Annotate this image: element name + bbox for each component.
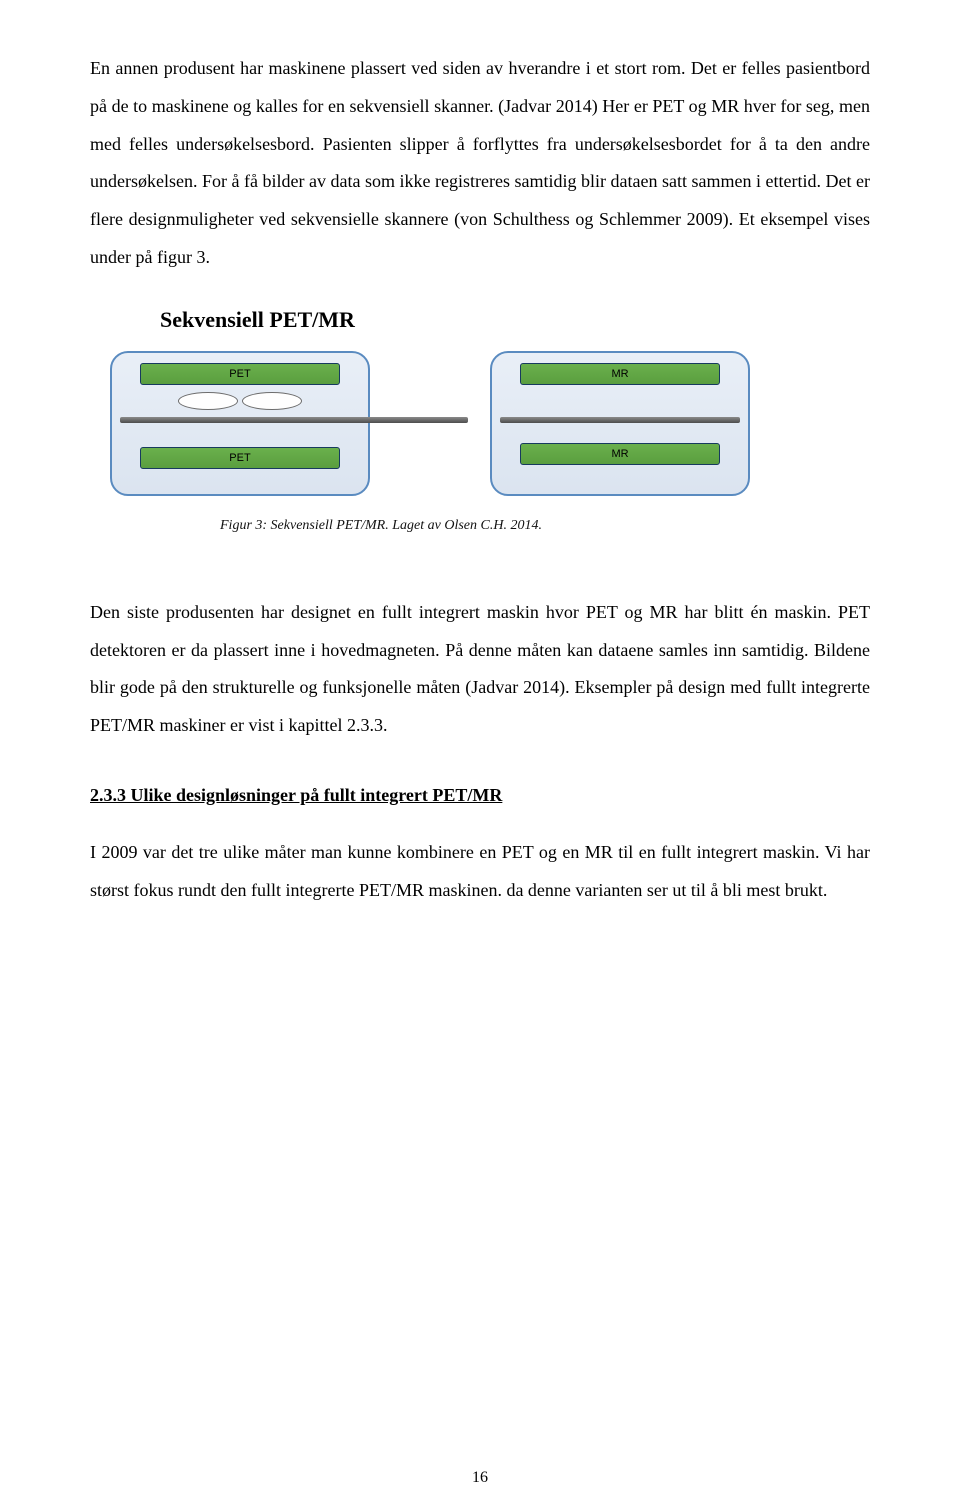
patient-table-icon [500, 417, 740, 423]
figure-caption: Figur 3: Sekvensiell PET/MR. Laget av Ol… [220, 518, 870, 534]
section-heading: 2.3.3 Ulike designløsninger på fullt int… [90, 785, 870, 806]
page-number: 16 [0, 1469, 960, 1487]
scanner-pet: PET PET [110, 351, 370, 496]
module-pet-bottom: PET [140, 447, 340, 469]
figure-diagram: PET PET MR MR [110, 351, 870, 496]
figure-3: Sekvensiell PET/MR PET PET MR MR Figur 3… [90, 307, 870, 534]
figure-title: Sekvensiell PET/MR [160, 307, 870, 333]
module-mr-bottom: MR [520, 443, 720, 465]
module-mr-top: MR [520, 363, 720, 385]
module-pet-top: PET [140, 363, 340, 385]
patient-table-icon [120, 417, 468, 423]
ring-icon [178, 392, 238, 410]
ring-icon [242, 392, 302, 410]
paragraph-1: En annen produsent har maskinene plasser… [90, 50, 870, 277]
paragraph-2: Den siste produsenten har designet en fu… [90, 594, 870, 745]
gantry-rings [178, 391, 302, 411]
scanner-mr: MR MR [490, 351, 750, 496]
paragraph-3: I 2009 var det tre ulike måter man kunne… [90, 834, 870, 910]
